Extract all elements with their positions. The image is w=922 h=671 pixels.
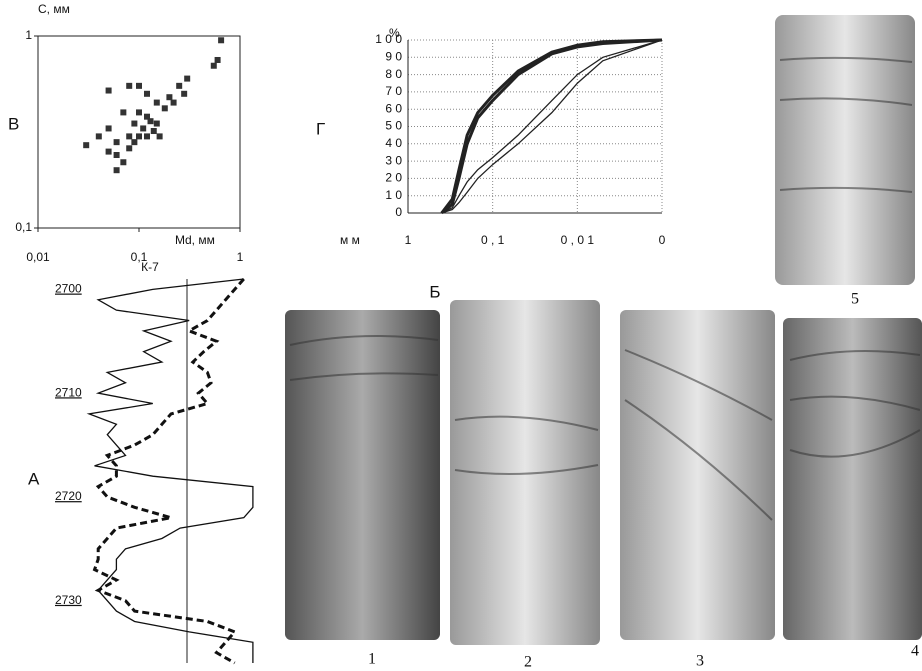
y-tick-label: 7 0	[385, 84, 402, 98]
core-photos: 1 2 3 4 5 Б	[285, 15, 922, 671]
photo-label: 3	[696, 653, 704, 670]
point	[114, 152, 120, 158]
log-title: К-7	[141, 260, 159, 274]
point	[144, 133, 150, 139]
point	[144, 91, 150, 97]
x-tick-label: 1	[405, 233, 412, 247]
point	[157, 133, 163, 139]
photo-label: 4	[911, 643, 919, 660]
point	[140, 125, 146, 131]
panel-letter: В	[8, 114, 19, 133]
point	[136, 83, 142, 89]
point	[148, 118, 154, 124]
depth-label: 2700	[55, 282, 82, 296]
point	[218, 37, 224, 43]
point	[181, 91, 187, 97]
point	[176, 83, 182, 89]
point	[120, 159, 126, 165]
point	[126, 83, 132, 89]
y-tick-label: 6 0	[385, 101, 402, 115]
x-axis-label: м м	[340, 233, 360, 247]
x-tick-label: 0 , 1	[481, 233, 505, 247]
point	[96, 133, 102, 139]
point	[126, 133, 132, 139]
x-axis-label: Md, мм	[175, 233, 215, 247]
point	[166, 94, 172, 100]
point	[106, 125, 112, 131]
point	[114, 139, 120, 145]
point	[184, 76, 190, 82]
depth-label: 2720	[55, 489, 82, 503]
panel-letter: Г	[316, 119, 325, 138]
core-photo	[285, 310, 440, 640]
log-curve	[95, 279, 244, 663]
photo-label: 1	[368, 651, 376, 668]
point	[136, 133, 142, 139]
y-tick-label: 0,1	[15, 220, 32, 234]
curve	[442, 40, 662, 213]
x-tick-label: 0,01	[26, 250, 50, 264]
depth-label: 2710	[55, 385, 82, 399]
panel-letter: Б	[429, 282, 440, 301]
point	[131, 121, 137, 127]
point	[114, 167, 120, 173]
y-tick-label: 2 0	[385, 171, 402, 185]
core-photo	[783, 318, 922, 640]
core-photo	[620, 310, 775, 640]
y-tick-label: 3 0	[385, 153, 402, 167]
point	[126, 145, 132, 151]
log-curve	[89, 279, 253, 663]
x-tick-label: 0 , 0 1	[561, 233, 595, 247]
panel-letter: А	[28, 469, 40, 488]
figure: 1 2 3 4 5 Б 0,010,110,11C, ммMd, ммВ01 0…	[0, 0, 922, 671]
y-tick-label: 8 0	[385, 67, 402, 81]
x-tick-label: 0	[659, 233, 666, 247]
photo-label: 5	[851, 291, 859, 308]
point	[131, 139, 137, 145]
point	[211, 63, 217, 69]
y-unit: %	[389, 26, 400, 40]
point	[106, 149, 112, 155]
y-tick-label: 4 0	[385, 136, 402, 150]
x-tick-label: 1	[237, 250, 244, 264]
y-tick-label: 5 0	[385, 119, 402, 133]
y-tick-label: 1 0	[385, 188, 402, 202]
point	[154, 100, 160, 106]
point	[151, 128, 157, 134]
point	[215, 57, 221, 63]
depth-label: 2730	[55, 593, 82, 607]
point	[120, 109, 126, 115]
point	[171, 100, 177, 106]
point	[83, 142, 89, 148]
y-axis-label: C, мм	[38, 2, 70, 16]
plot-frame	[38, 36, 240, 228]
y-tick-label: 1	[25, 28, 32, 42]
photo-label: 2	[524, 654, 532, 671]
page: {"chart_data":[ {"type":"scatter","panel…	[0, 0, 922, 671]
point	[162, 105, 168, 111]
point	[154, 121, 160, 127]
point	[136, 109, 142, 115]
point	[106, 88, 112, 94]
core-photo	[775, 15, 915, 285]
y-tick-label: 0	[395, 205, 402, 219]
y-tick-label: 9 0	[385, 49, 402, 63]
